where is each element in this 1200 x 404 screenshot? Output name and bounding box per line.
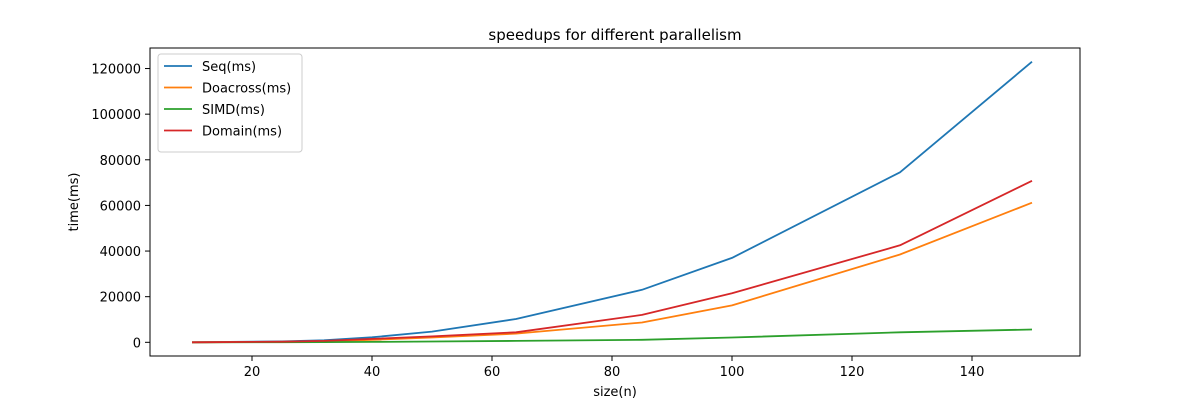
legend: Seq(ms) Doacross(ms) SIMD(ms) Domain(ms) xyxy=(157,53,303,153)
legend-label-3: Domain(ms) xyxy=(202,125,282,140)
series-layer xyxy=(191,61,1033,344)
y-tick-label-6: 120000 xyxy=(91,63,141,78)
x-tick-label-1: 40 xyxy=(364,365,381,380)
legend-label-1: Doacross(ms) xyxy=(202,82,291,97)
plot-frame xyxy=(149,47,1081,357)
y-tick-label-1: 20000 xyxy=(100,291,141,306)
legend-label-2: SIMD(ms) xyxy=(202,103,265,118)
x-axis-ticks: 20 40 60 80 100 120 140 xyxy=(244,356,985,380)
y-tick-label-2: 40000 xyxy=(100,245,141,260)
x-tick-label-2: 60 xyxy=(484,365,501,380)
y-tick-label-3: 60000 xyxy=(100,199,141,214)
plot-area xyxy=(150,48,1080,356)
series-line-3 xyxy=(191,179,1033,344)
x-tick-label-6: 140 xyxy=(960,365,985,380)
x-tick-label-0: 20 xyxy=(244,365,261,380)
y-axis-ticks: 0 20000 40000 60000 80000 100000 120000 xyxy=(91,63,150,351)
legend-label-0: Seq(ms) xyxy=(202,60,256,75)
y-tick-label-5: 100000 xyxy=(91,108,141,123)
legend-box xyxy=(157,53,303,153)
y-tick-label-0: 0 xyxy=(133,336,141,351)
x-tick-label-5: 120 xyxy=(840,365,865,380)
x-tick-label-4: 100 xyxy=(720,365,745,380)
x-tick-label-3: 80 xyxy=(604,365,621,380)
y-tick-label-4: 80000 xyxy=(100,154,141,169)
y-axis-label: time(ms) xyxy=(67,173,82,232)
x-axis-label: size(n) xyxy=(593,385,637,400)
chart-title: speedups for different parallelism xyxy=(488,26,741,44)
